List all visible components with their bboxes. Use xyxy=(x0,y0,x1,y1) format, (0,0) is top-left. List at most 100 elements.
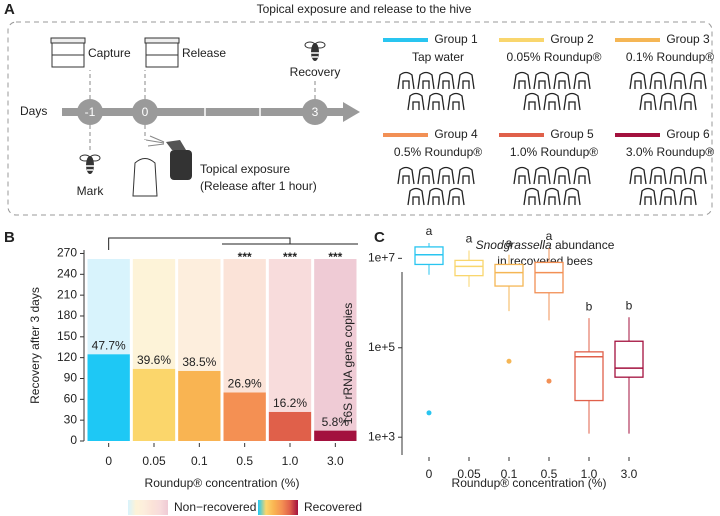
y-tick-label: 1e+3 xyxy=(368,429,395,443)
y-tick-label: 60 xyxy=(64,391,78,405)
spray-bottle xyxy=(170,150,192,180)
panel-label: C xyxy=(374,229,385,246)
hive-box xyxy=(145,42,179,56)
day-label: -1 xyxy=(85,105,96,119)
cage-icon xyxy=(397,166,415,185)
bar-segment xyxy=(132,259,176,369)
group-name: Group 1 xyxy=(434,32,478,46)
y-tick-label: 210 xyxy=(57,287,77,301)
cage-icon xyxy=(437,166,455,185)
cage-icon xyxy=(573,166,591,185)
legend-swatch xyxy=(258,500,298,515)
x-tick-label: 3.0 xyxy=(621,467,638,481)
group-treatment: 3.0% Roundup® xyxy=(626,145,714,159)
cage-icon xyxy=(689,71,707,90)
group-treatment: 0.5% Roundup® xyxy=(394,145,482,159)
cage-icon xyxy=(397,71,415,90)
x-tick-label: 1.0 xyxy=(282,454,299,468)
legend-label: Non−recovered xyxy=(174,500,256,514)
cage-icon xyxy=(543,187,561,206)
cage xyxy=(132,158,158,197)
panel-title: Topical exposure and release to the hive xyxy=(257,2,472,16)
cage-icon xyxy=(457,71,475,90)
cage-icon xyxy=(533,71,551,90)
cage-icon xyxy=(447,187,465,206)
cage-icon xyxy=(553,166,571,185)
box xyxy=(534,261,564,294)
significance-letter: a xyxy=(466,232,473,246)
bar-segment xyxy=(314,259,357,431)
legend-swatch xyxy=(128,500,168,515)
x-tick-label: 0.1 xyxy=(501,467,518,481)
cage-icon xyxy=(689,166,707,185)
y-tick-label: 1e+7 xyxy=(368,251,395,265)
hive-box xyxy=(145,54,179,68)
y-tick-label: 120 xyxy=(57,350,77,364)
day-label: 3 xyxy=(312,105,319,119)
significance-label: *** xyxy=(328,250,342,264)
box xyxy=(414,246,444,266)
bar-segment xyxy=(223,392,266,441)
bee-body xyxy=(311,43,319,61)
bar-segment xyxy=(178,259,221,371)
cage-icon xyxy=(543,92,561,111)
x-tick-label: 0 xyxy=(426,467,433,481)
cage-icon xyxy=(639,187,657,206)
chart-title-species: Snodgrassella xyxy=(476,238,552,252)
event-label: (Release after 1 hour) xyxy=(200,179,317,193)
cage-icon xyxy=(669,71,687,90)
cage-icon xyxy=(629,166,647,185)
value-label: 38.5% xyxy=(182,355,216,369)
day-node xyxy=(302,99,328,125)
significance-letter: a xyxy=(426,224,433,238)
cage-icon xyxy=(669,166,687,185)
significance-letter: b xyxy=(626,298,633,312)
group-name: Group 3 xyxy=(666,32,710,46)
box xyxy=(454,259,484,277)
bar-segment xyxy=(314,430,357,441)
day-node xyxy=(132,99,158,125)
panel-label: B xyxy=(4,229,15,246)
hive-roof xyxy=(50,37,86,44)
box xyxy=(574,351,604,402)
outlier xyxy=(426,410,432,416)
x-axis-title: Roundup® concentration (%) xyxy=(452,476,607,490)
cage-icon xyxy=(427,187,445,206)
x-tick-label: 0.05 xyxy=(142,454,166,468)
bee-body xyxy=(86,156,94,174)
panel-frame xyxy=(7,21,713,216)
event-label: Capture xyxy=(88,46,131,60)
value-label: 39.6% xyxy=(137,353,171,367)
cage-icon xyxy=(533,166,551,185)
value-label: 26.9% xyxy=(228,377,262,391)
cage-icon xyxy=(407,92,425,111)
cage-icon xyxy=(659,187,677,206)
hive-box xyxy=(51,42,85,56)
significance-bracket xyxy=(108,237,291,250)
cage-icon xyxy=(513,166,531,185)
cage-icon xyxy=(629,71,647,90)
value-label: 5.8% xyxy=(322,415,350,429)
cage-icon xyxy=(659,92,677,111)
y-tick-label: 0 xyxy=(70,433,77,447)
bar-segment xyxy=(87,354,130,441)
cage-icon xyxy=(523,92,541,111)
spray-nozzle xyxy=(166,140,186,150)
x-tick-label: 0.05 xyxy=(457,467,481,481)
group-name: Group 2 xyxy=(550,32,594,46)
cage-icon xyxy=(417,166,435,185)
event-label: Mark xyxy=(77,184,105,198)
bar-segment xyxy=(223,259,266,393)
significance-letter: a xyxy=(546,229,553,243)
chart-title: Snodgrassella abundance xyxy=(476,238,615,252)
bar-segment xyxy=(87,259,130,355)
value-label: 47.7% xyxy=(92,338,126,352)
y-tick-label: 150 xyxy=(57,329,77,343)
box xyxy=(494,263,524,287)
group-treatment: 0.1% Roundup® xyxy=(626,50,714,64)
cage-icon xyxy=(437,71,455,90)
cage-icon xyxy=(563,187,581,206)
spray-mist xyxy=(145,135,165,147)
bar-segment xyxy=(268,411,312,441)
y-tick-label: 240 xyxy=(57,266,77,280)
